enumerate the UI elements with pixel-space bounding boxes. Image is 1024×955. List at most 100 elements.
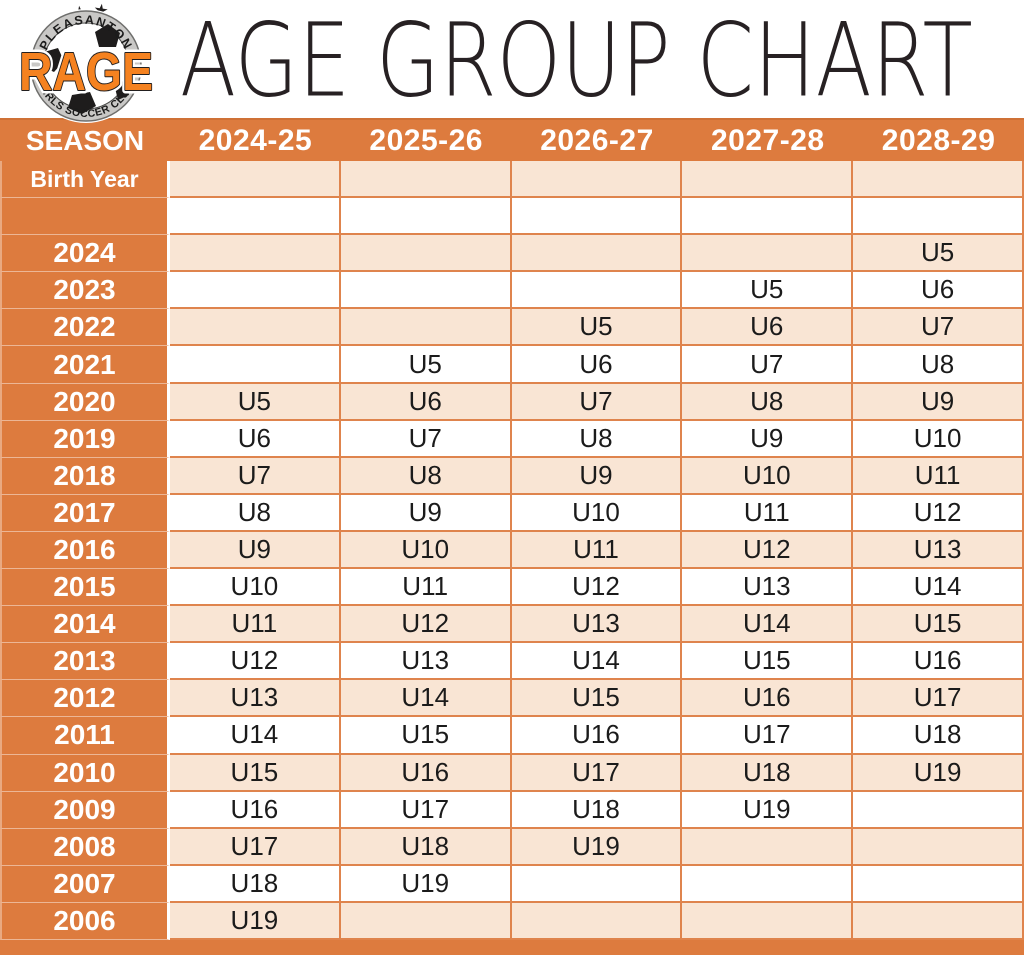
birth-year-label: 2016 — [0, 531, 170, 570]
age-group-cell — [682, 865, 854, 903]
age-group-cell — [170, 235, 341, 273]
age-group-cell — [682, 902, 854, 940]
age-group-cell: U6 — [682, 309, 854, 347]
age-group-cell: U10 — [511, 494, 683, 532]
age-group-cell: U17 — [853, 680, 1024, 718]
page-title: AGE GROUP CHART — [180, 0, 973, 121]
age-group-cell: U5 — [170, 383, 341, 421]
age-group-cell — [682, 828, 854, 866]
age-group-table: SEASON 2024-25 2025-26 2026-27 2027-28 2028-… — [0, 118, 1024, 940]
age-group-cell: U13 — [340, 643, 512, 681]
age-group-cell: U7 — [511, 383, 683, 421]
age-group-cell: U15 — [853, 606, 1024, 644]
age-group-cell: U18 — [682, 754, 854, 792]
age-group-cell — [853, 161, 1024, 199]
age-group-cell: U18 — [853, 717, 1024, 755]
age-group-cell: U18 — [340, 828, 512, 866]
age-group-cell: U9 — [340, 494, 512, 532]
season-corner-header: SEASON — [25, 124, 145, 156]
birth-year-label: 2006 — [0, 902, 170, 940]
birth-year-label: 2010 — [0, 754, 170, 792]
age-group-cell: U17 — [340, 791, 512, 829]
footer-bar — [0, 940, 1024, 955]
season-column-header: 2026-27 — [540, 123, 654, 157]
age-group-cell: U16 — [853, 643, 1024, 681]
age-group-cell: U7 — [853, 309, 1024, 347]
age-group-cell — [511, 198, 683, 236]
birth-year-label: 2022 — [0, 309, 170, 347]
age-group-cell: U8 — [340, 457, 512, 495]
age-group-cell: U5 — [340, 346, 512, 384]
age-group-cell: U5 — [853, 235, 1024, 273]
age-group-cell: U18 — [170, 865, 341, 903]
spacer-label — [0, 198, 170, 236]
age-group-cell — [511, 865, 683, 903]
birth-year-label: 2007 — [0, 865, 170, 903]
age-group-cell: U6 — [340, 383, 512, 421]
age-group-cell: U7 — [170, 457, 341, 495]
birth-year-header: Birth Year — [0, 161, 170, 199]
age-group-cell — [340, 272, 512, 310]
age-group-cell — [853, 198, 1024, 236]
birth-year-label: 2017 — [0, 494, 170, 532]
age-group-cell: U11 — [511, 531, 683, 570]
club-logo: ★ ★ PLEASANTON GIRLS SOCCER C — [6, 0, 170, 126]
age-group-cell: U19 — [511, 828, 683, 866]
age-group-cell — [340, 309, 512, 347]
age-group-cell: U6 — [170, 420, 341, 458]
age-group-cell: U11 — [170, 606, 341, 644]
birth-year-label: 2008 — [0, 828, 170, 866]
age-group-cell: U8 — [170, 494, 341, 532]
birth-year-label: 2013 — [0, 643, 170, 681]
season-column-header: 2024-25 — [198, 123, 313, 157]
age-group-cell: U6 — [511, 346, 683, 384]
age-group-cell: U12 — [853, 494, 1024, 532]
masthead: ★ ★ PLEASANTON GIRLS SOCCER C — [0, 0, 1024, 123]
age-group-cell — [170, 272, 341, 310]
age-group-cell — [170, 161, 341, 199]
birth-year-label: 2015 — [0, 569, 170, 607]
age-group-cell: U17 — [170, 828, 341, 866]
age-group-cell — [853, 902, 1024, 940]
age-group-cell — [511, 272, 683, 310]
age-group-cell: U11 — [853, 457, 1024, 495]
age-group-cell: U7 — [682, 346, 854, 384]
ball-pentagons — [43, 24, 129, 114]
birth-year-label: 2009 — [0, 791, 170, 829]
age-group-cell — [511, 161, 683, 199]
birth-year-label: 2018 — [0, 457, 170, 495]
age-group-cell — [853, 865, 1024, 903]
birth-year-label: 2011 — [0, 717, 170, 755]
age-group-cell: U9 — [511, 457, 683, 495]
age-group-cell: U10 — [170, 569, 341, 607]
age-group-cell: U13 — [511, 606, 683, 644]
birth-year-label: 2021 — [0, 346, 170, 384]
season-column-header: 2028-29 — [881, 123, 996, 157]
age-group-cell — [340, 198, 512, 236]
age-group-cell: U11 — [682, 494, 854, 532]
age-group-cell: U15 — [170, 754, 341, 792]
club-wordmark: RAGE — [19, 42, 153, 102]
age-group-cell — [682, 161, 854, 199]
soccer-ball-logo: ★ ★ PLEASANTON GIRLS SOCCER C — [16, 0, 157, 123]
birth-year-label: 2012 — [0, 680, 170, 718]
age-group-cell: U17 — [511, 754, 683, 792]
age-group-cell: U19 — [170, 902, 341, 940]
birth-year-label: 2023 — [0, 272, 170, 310]
age-group-cell — [340, 902, 512, 940]
age-group-cell — [170, 346, 341, 384]
age-group-cell: U15 — [340, 717, 512, 755]
age-group-cell: U14 — [511, 643, 683, 681]
age-group-cell: U13 — [853, 531, 1024, 570]
age-group-cell — [682, 198, 854, 236]
age-group-cell: U18 — [511, 791, 683, 829]
age-group-cell: U12 — [170, 643, 341, 681]
age-group-cell: U14 — [682, 606, 854, 644]
age-group-cell: U8 — [511, 420, 683, 458]
age-group-cell — [853, 791, 1024, 829]
age-group-cell: U19 — [340, 865, 512, 903]
age-group-cell: U16 — [170, 791, 341, 829]
age-group-cell: U5 — [511, 309, 683, 347]
age-group-cell: U16 — [511, 717, 683, 755]
